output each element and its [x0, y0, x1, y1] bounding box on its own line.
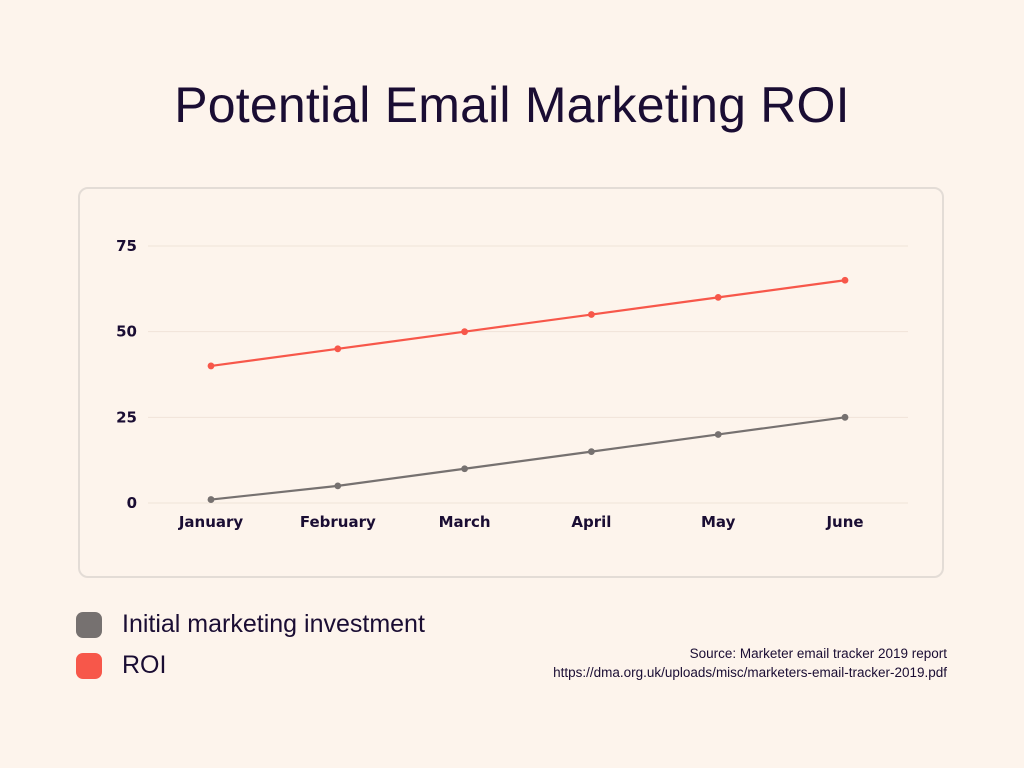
- legend-swatch-investment: [76, 611, 102, 638]
- data-point: [334, 345, 342, 353]
- chart-title: Potential Email Marketing ROI: [174, 77, 850, 133]
- data-point: [588, 311, 595, 318]
- data-point: [588, 448, 595, 455]
- data-point: [841, 276, 849, 284]
- data-point: [714, 431, 722, 438]
- legend-label-investment: Initial marketing investment: [122, 610, 425, 638]
- y-tick-label: 0: [127, 494, 137, 512]
- legend-item-investment: Initial marketing investment: [76, 604, 425, 645]
- data-point: [714, 294, 722, 301]
- y-tick-label: 25: [116, 408, 137, 426]
- x-tick-label: February: [300, 513, 376, 531]
- series-line-0: [210, 416, 846, 501]
- x-tick-label: January: [178, 513, 244, 531]
- source-url: https://dma.org.uk/uploads/misc/marketer…: [553, 665, 947, 680]
- chart-card: [78, 187, 944, 578]
- data-point: [207, 362, 215, 370]
- y-tick-label: 50: [116, 323, 137, 341]
- x-tick-label: March: [439, 513, 491, 531]
- y-tick-label: 75: [116, 237, 137, 255]
- source-line: Source: Marketer email tracker 2019 repo…: [689, 646, 947, 661]
- legend-item-roi: ROI: [76, 645, 425, 686]
- x-tick-label: May: [701, 513, 736, 531]
- x-tick-label: June: [825, 513, 863, 531]
- legend-label-roi: ROI: [122, 651, 167, 679]
- data-point: [334, 482, 342, 490]
- legend: Initial marketing investment ROI: [76, 604, 425, 686]
- source-note: Source: Marketer email tracker 2019 repo…: [553, 644, 947, 682]
- data-point: [461, 465, 468, 473]
- data-point: [207, 496, 215, 503]
- data-point: [461, 328, 468, 336]
- series-line-1: [210, 279, 846, 368]
- data-point: [841, 413, 849, 421]
- x-tick-label: April: [571, 513, 611, 531]
- legend-swatch-roi: [76, 652, 102, 679]
